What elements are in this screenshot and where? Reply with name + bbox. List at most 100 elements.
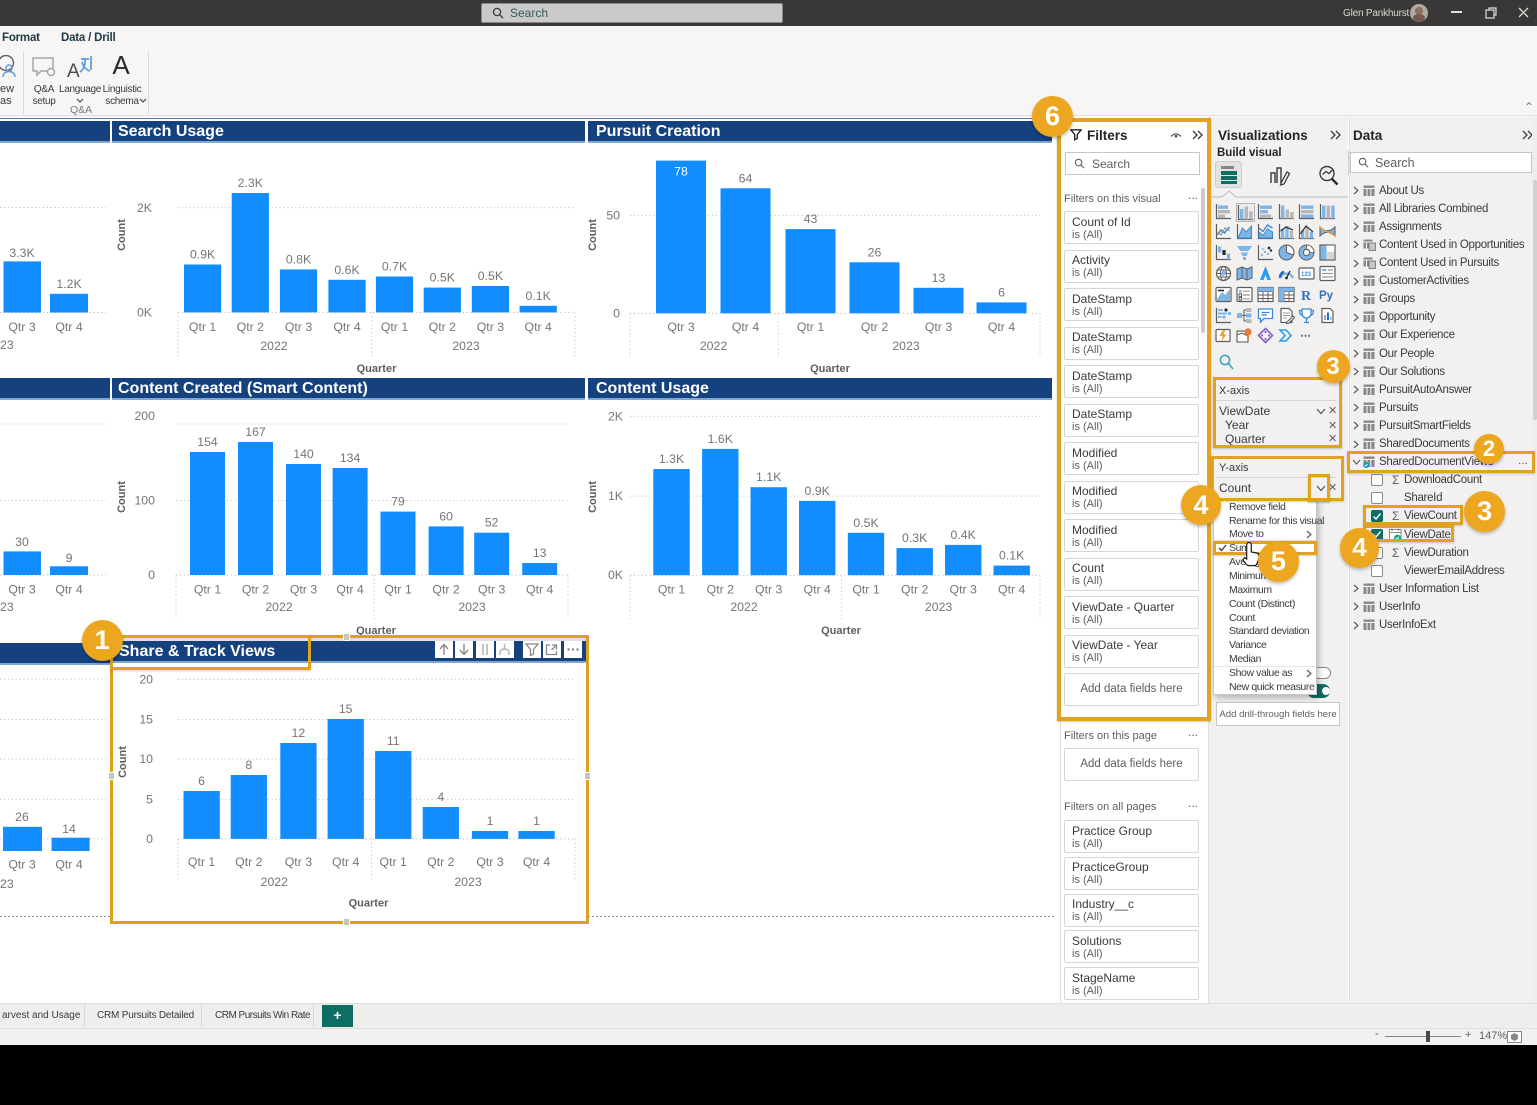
svg-text:Qtr 2: Qtr 2 [237,320,264,334]
svg-text:Count: Count [117,746,129,778]
svg-text:13: 13 [533,546,547,560]
svg-text:2023: 2023 [925,600,953,614]
svg-text:Qtr 2: Qtr 2 [235,855,262,869]
svg-text:0K: 0K [137,306,153,320]
svg-text:0.7K: 0.7K [382,260,408,274]
svg-text:100: 100 [134,494,155,508]
svg-text:26: 26 [15,810,29,824]
svg-text:2K: 2K [137,201,153,215]
svg-text:0K: 0K [608,568,624,582]
svg-text:2023: 2023 [454,875,482,889]
svg-text:0.8K: 0.8K [286,252,312,266]
svg-text:Quarter: Quarter [356,625,396,637]
svg-text:0: 0 [146,832,153,846]
svg-text:Qtr 1: Qtr 1 [189,320,216,334]
svg-text:Qtr 4: Qtr 4 [55,583,82,597]
svg-text:10: 10 [139,752,153,766]
svg-text:43: 43 [804,212,818,226]
svg-text:Qtr 1: Qtr 1 [852,583,879,597]
svg-text:20: 20 [139,672,153,686]
svg-text:1.2K: 1.2K [56,277,82,291]
svg-text:1: 1 [487,814,494,828]
svg-text:Qtr 1: Qtr 1 [381,320,408,334]
svg-text:1: 1 [533,814,540,828]
svg-text:60: 60 [439,509,453,523]
svg-text:Qtr 3: Qtr 3 [950,583,977,597]
svg-text:0.5K: 0.5K [853,516,879,530]
svg-text:2023: 2023 [452,339,480,353]
svg-text:50: 50 [606,209,620,223]
svg-text:11: 11 [387,734,400,748]
svg-text:Quarter: Quarter [821,625,861,637]
svg-text:Qtr 2: Qtr 2 [427,855,454,869]
svg-text:200: 200 [134,409,155,423]
svg-text:79: 79 [391,495,405,509]
svg-text:Qtr 4: Qtr 4 [336,583,363,597]
svg-text:Quarter: Quarter [810,363,850,375]
svg-text:15: 15 [339,702,353,716]
svg-text:Py: Py [1319,290,1334,302]
svg-text:0: 0 [148,568,155,582]
svg-text:Qtr 4: Qtr 4 [55,320,82,334]
svg-text:Qtr 2: Qtr 2 [707,583,734,597]
svg-text:0: 0 [613,307,620,321]
svg-text:2.3K: 2.3K [238,176,264,190]
svg-text:2K: 2K [608,410,624,424]
svg-text:Qtr 4: Qtr 4 [332,855,359,869]
svg-text:2023: 2023 [458,600,486,614]
svg-text:6: 6 [198,774,205,788]
svg-text:15: 15 [139,713,153,727]
svg-text:Quarter: Quarter [349,898,389,910]
svg-text:4: 4 [437,790,444,804]
svg-text:2023: 2023 [892,339,920,353]
svg-text:R: R [1301,289,1312,303]
svg-text:Qtr 3: Qtr 3 [290,583,317,597]
svg-text:0.4K: 0.4K [951,528,977,542]
svg-text:Qtr 1: Qtr 1 [188,855,215,869]
svg-text:0.1K: 0.1K [526,289,552,303]
svg-text:Qtr 4: Qtr 4 [998,583,1025,597]
svg-text:Qtr 4: Qtr 4 [732,320,759,334]
svg-text:Qtr 2: Qtr 2 [242,583,269,597]
svg-text:Qtr 4: Qtr 4 [988,320,1015,334]
svg-text:23: 23 [0,600,14,614]
svg-text:Qtr 4: Qtr 4 [525,320,552,334]
svg-text:2022: 2022 [261,875,289,889]
svg-text:2022: 2022 [700,339,728,353]
svg-text:A: A [67,61,80,81]
svg-text:1.6K: 1.6K [708,432,734,446]
svg-text:Qtr 2: Qtr 2 [429,320,456,334]
svg-text:12: 12 [292,726,306,740]
svg-text:Qtr 3: Qtr 3 [285,855,312,869]
svg-text:Qtr 1: Qtr 1 [384,583,411,597]
svg-text:Qtr 3: Qtr 3 [478,583,505,597]
svg-text:Qtr 3: Qtr 3 [476,855,503,869]
svg-text:2022: 2022 [260,339,288,353]
svg-text:⋯: ⋯ [1300,330,1311,342]
svg-text:Qtr 4: Qtr 4 [804,583,831,597]
svg-text:Qtr 3: Qtr 3 [8,583,35,597]
svg-text:0.9K: 0.9K [805,484,831,498]
svg-text:Count: Count [116,481,128,513]
svg-text:0.1K: 0.1K [999,549,1025,563]
svg-text:0.9K: 0.9K [190,248,216,262]
svg-text:3.3K: 3.3K [9,246,35,260]
svg-text:Qtr 2: Qtr 2 [861,320,888,334]
svg-text:0.5K: 0.5K [430,271,456,285]
svg-text:78: 78 [674,165,688,179]
svg-text:64: 64 [739,171,753,185]
svg-text:0.5K: 0.5K [478,269,504,283]
svg-text:1K: 1K [608,489,624,503]
svg-text:Qtr 3: Qtr 3 [285,320,312,334]
svg-text:1.1K: 1.1K [756,470,782,484]
svg-text:Count: Count [588,219,599,251]
svg-text:0.6K: 0.6K [334,263,360,277]
svg-text:Qtr 4: Qtr 4 [523,855,550,869]
svg-text:14: 14 [62,822,76,836]
svg-text:23: 23 [0,338,14,352]
svg-text:167: 167 [245,425,266,439]
svg-text:Qtr 1: Qtr 1 [797,320,824,334]
svg-text:52: 52 [485,516,499,530]
svg-text:Qtr 2: Qtr 2 [432,583,459,597]
svg-text:0.3K: 0.3K [902,531,928,545]
